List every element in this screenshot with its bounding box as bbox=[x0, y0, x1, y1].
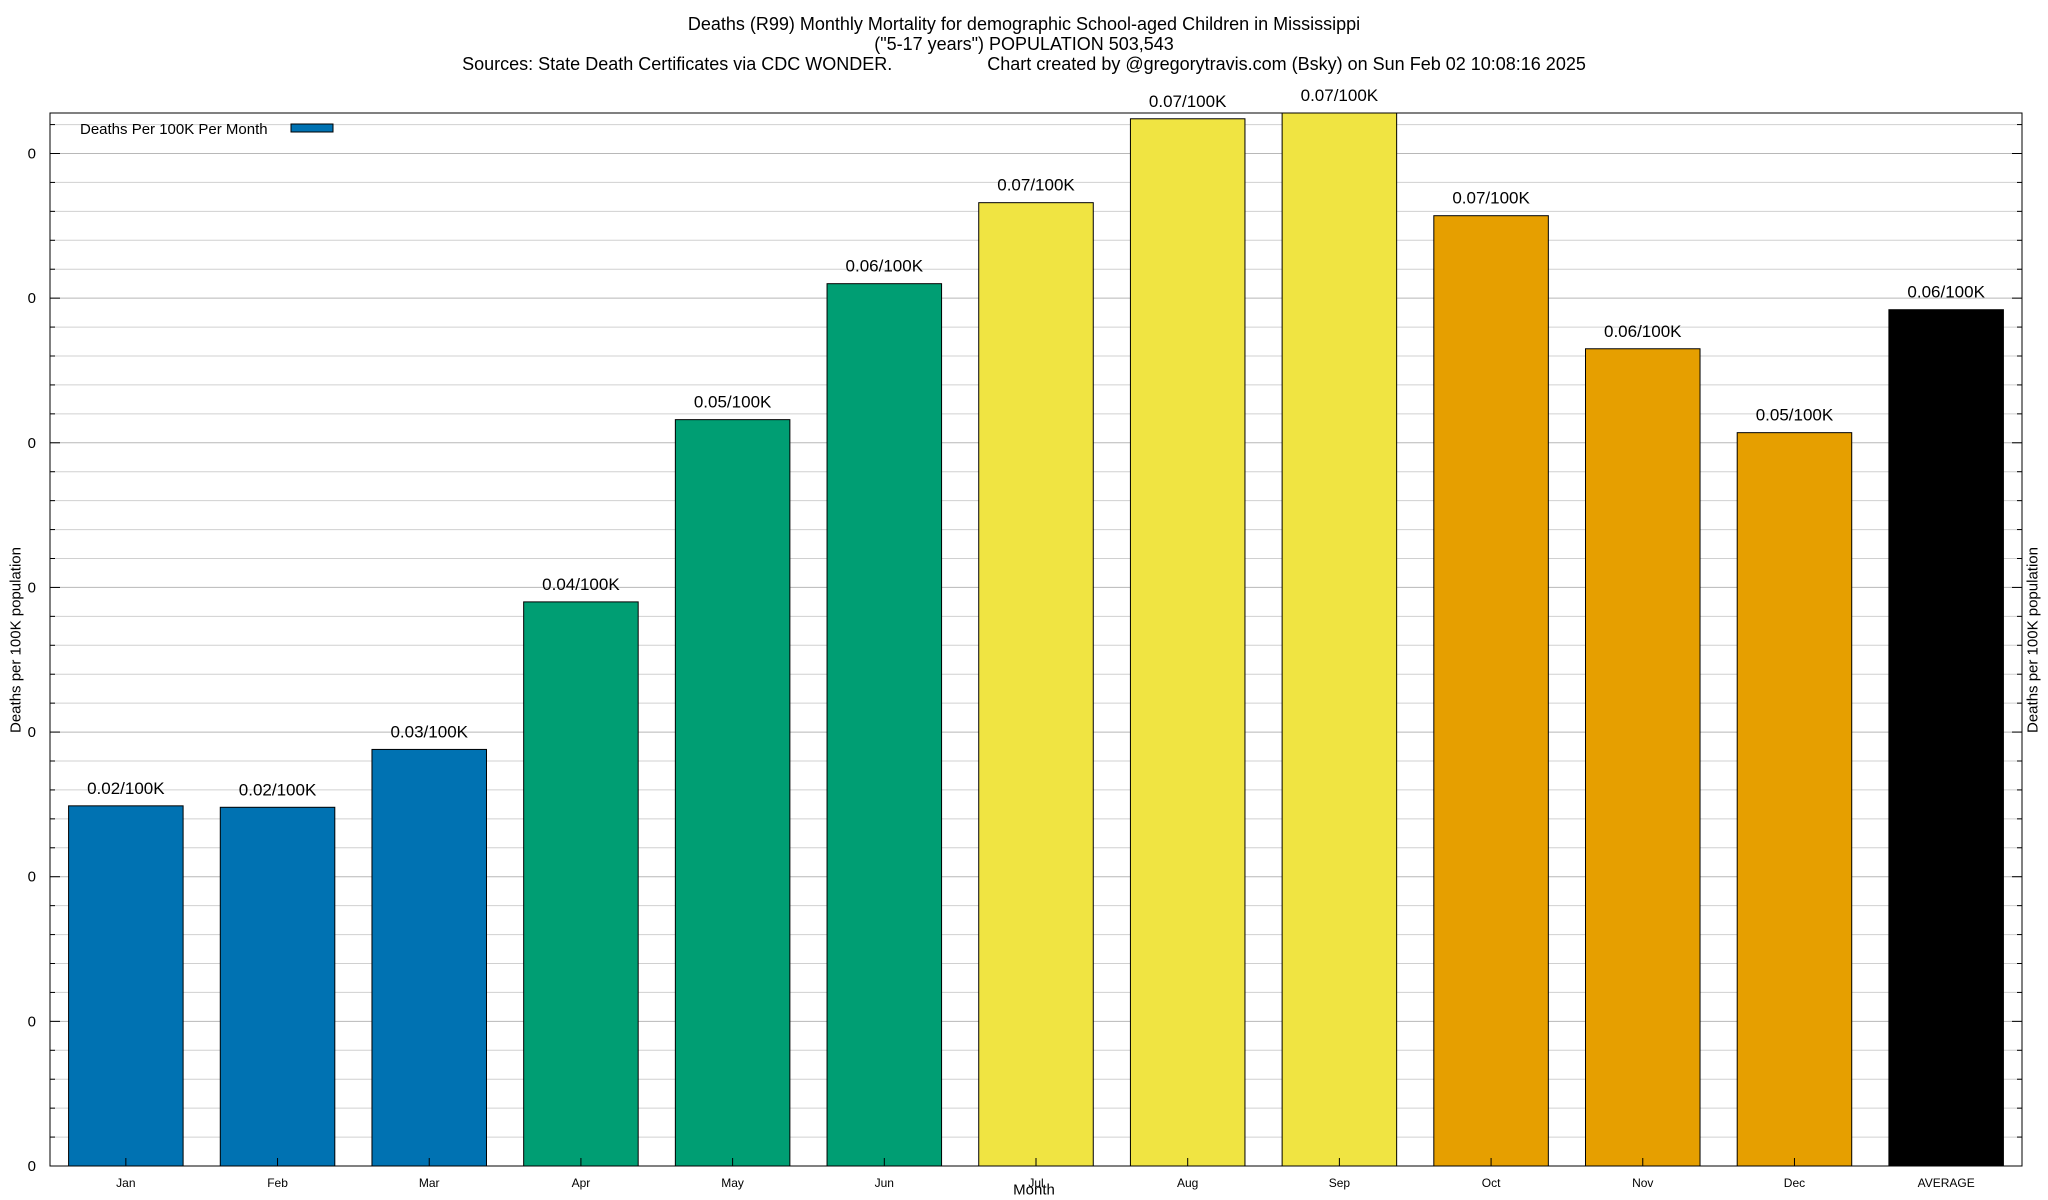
x-tick-label-sep: Sep bbox=[1329, 1176, 1351, 1190]
x-tick-label-may: May bbox=[721, 1176, 744, 1190]
bar-sep bbox=[1281, 112, 1398, 1167]
y-tick-label: 0 bbox=[28, 869, 36, 886]
axis-ticks: 0 0 0 0 0 0 0 0 Jan Feb Mar Apr May Jun Jul Aug Sep Oct No… bbox=[28, 124, 2022, 1190]
chart-source-line: Sources: State Death Certificates via CD… bbox=[0, 54, 2048, 74]
bar-oct bbox=[1433, 215, 1549, 1167]
bar-apr bbox=[523, 601, 639, 1167]
y-tick-label: 0 bbox=[28, 579, 36, 596]
y-tick-label: 0 bbox=[28, 290, 36, 307]
legend-swatch bbox=[290, 123, 334, 133]
data-label-jan: 0.02/100K bbox=[87, 779, 165, 798]
x-tick-label-mar: Mar bbox=[419, 1176, 440, 1190]
y-axis-label-left: Deaths per 100K population bbox=[7, 547, 25, 733]
y-tick-label: 0 bbox=[28, 1013, 36, 1030]
data-label-apr: 0.04/100K bbox=[542, 575, 620, 594]
x-tick-label-dec: Dec bbox=[1784, 1176, 1805, 1190]
data-label-jun: 0.06/100K bbox=[846, 257, 924, 276]
y-tick-label: 0 bbox=[28, 435, 36, 452]
bar-may bbox=[674, 419, 791, 1167]
x-tick-label-aug: Aug bbox=[1177, 1176, 1198, 1190]
chart-title-block: Deaths (R99) Monthly Mortality for demog… bbox=[0, 14, 2048, 74]
chart-sources: Sources: State Death Certificates via CD… bbox=[462, 54, 893, 74]
bar-feb bbox=[219, 806, 336, 1167]
data-label-sep: 0.07/100K bbox=[1301, 86, 1379, 105]
plot-frame bbox=[49, 112, 2023, 1167]
bar-jul bbox=[978, 202, 1094, 1167]
x-tick-label-average: AVERAGE bbox=[1918, 1176, 1975, 1190]
bar-dec bbox=[1736, 432, 1853, 1167]
data-label-nov: 0.06/100K bbox=[1604, 322, 1682, 341]
data-labels: 0.02/100K 0.02/100K 0.03/100K 0.04/100K 0.05… bbox=[87, 86, 1985, 799]
data-label-mar: 0.03/100K bbox=[390, 722, 468, 741]
x-tick-label-apr: Apr bbox=[572, 1176, 591, 1190]
data-label-jul: 0.07/100K bbox=[997, 176, 1075, 195]
y-axis-label-right: Deaths per 100K population bbox=[2024, 547, 2042, 733]
bars bbox=[68, 112, 2004, 1167]
x-tick-label-nov: Nov bbox=[1632, 1176, 1653, 1190]
bar-nov bbox=[1585, 348, 1701, 1167]
x-tick-label-jan: Jan bbox=[116, 1176, 135, 1190]
y-tick-label: 0 bbox=[28, 146, 36, 163]
chart-credit: Chart created by @gregorytravis.com (Bsk… bbox=[987, 54, 1586, 74]
data-label-dec: 0.05/100K bbox=[1756, 406, 1834, 425]
bar-jun bbox=[826, 283, 943, 1167]
data-label-feb: 0.02/100K bbox=[239, 780, 317, 799]
x-tick-label-feb: Feb bbox=[267, 1176, 288, 1190]
bar-mar bbox=[371, 748, 487, 1167]
x-tick-label-jul: Jul bbox=[1028, 1176, 1043, 1190]
chart-title: Deaths (R99) Monthly Mortality for demog… bbox=[687, 14, 1361, 34]
bar-jan bbox=[68, 805, 184, 1167]
data-label-may: 0.05/100K bbox=[694, 393, 772, 412]
x-tick-label-jun: Jun bbox=[875, 1176, 894, 1190]
chart-subtitle: ("5-17 years") POPULATION 503,543 bbox=[874, 34, 1174, 54]
bar-average bbox=[1888, 309, 2004, 1167]
data-label-aug: 0.07/100K bbox=[1149, 92, 1227, 111]
bar-aug bbox=[1129, 118, 1246, 1167]
data-label-oct: 0.07/100K bbox=[1452, 189, 1530, 208]
legend: Deaths Per 100K Per Month bbox=[80, 121, 334, 138]
data-label-average: 0.06/100K bbox=[1907, 283, 1985, 302]
x-tick-label-oct: Oct bbox=[1482, 1176, 1501, 1190]
y-tick-label: 0 bbox=[28, 724, 36, 741]
y-tick-label: 0 bbox=[28, 1158, 36, 1175]
x-axis-label: Month bbox=[1013, 1181, 1055, 1199]
legend-label: Deaths Per 100K Per Month bbox=[80, 121, 268, 138]
